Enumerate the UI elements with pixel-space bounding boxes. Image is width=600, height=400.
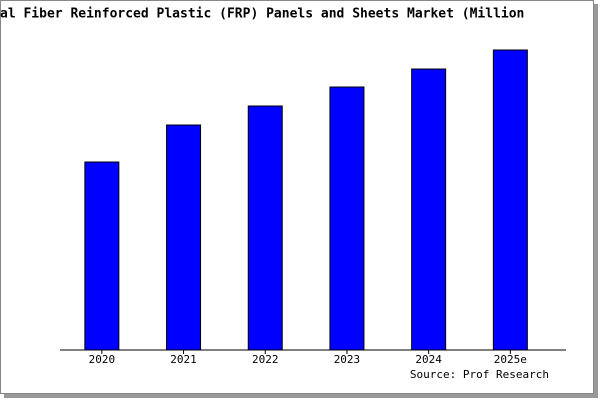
source-note: Source: Prof Research [410,368,549,381]
bar [247,105,283,351]
chart-title: al Fiber Reinforced Plastic (FRP) Panels… [0,7,524,22]
x-tick-label: 2020 [89,353,116,366]
bar [492,49,528,351]
x-tick-label: 2022 [252,353,279,366]
x-tick-label: 2021 [170,353,197,366]
bar [166,124,202,351]
bar [329,86,365,351]
x-tick-label: 2024 [415,353,442,366]
bar [84,161,120,351]
x-tick-label: 2023 [334,353,361,366]
bar [411,68,447,351]
x-tick-label: 2025e [494,353,527,366]
